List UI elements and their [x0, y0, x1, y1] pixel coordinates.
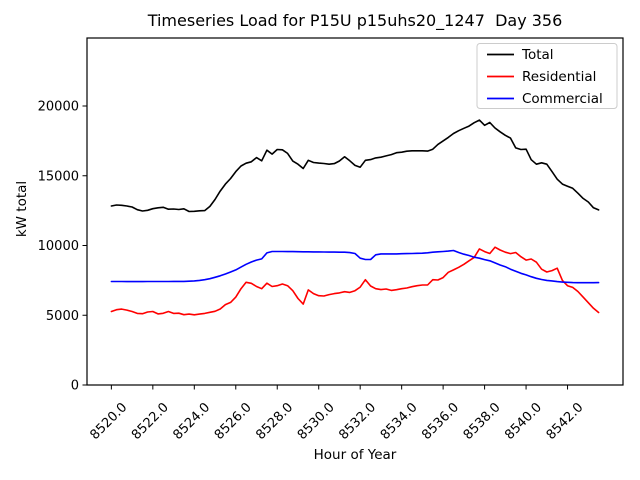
chart-title: Timeseries Load for P15U p15uhs20_1247 D…: [147, 11, 563, 30]
series-line-residential: [110, 246, 600, 316]
series-line-total: [110, 119, 600, 213]
y-tick-label: 15000: [38, 169, 79, 184]
y-tick-label: 10000: [38, 239, 79, 254]
x-axis-label: Hour of Year: [313, 447, 397, 463]
series-line-commercial: [110, 249, 600, 284]
y-tick-label: 20000: [38, 100, 79, 115]
legend-label-total: Total: [521, 47, 554, 63]
legend-box: [476, 43, 618, 109]
y-axis-label: kW total: [14, 180, 30, 238]
y-tick-label: 0: [71, 379, 79, 394]
y-tick-label: 5000: [46, 309, 79, 324]
legend-label-commercial: Commercial: [522, 91, 603, 107]
legend-label-residential: Residential: [522, 69, 596, 85]
plot-area-border: [86, 37, 624, 386]
